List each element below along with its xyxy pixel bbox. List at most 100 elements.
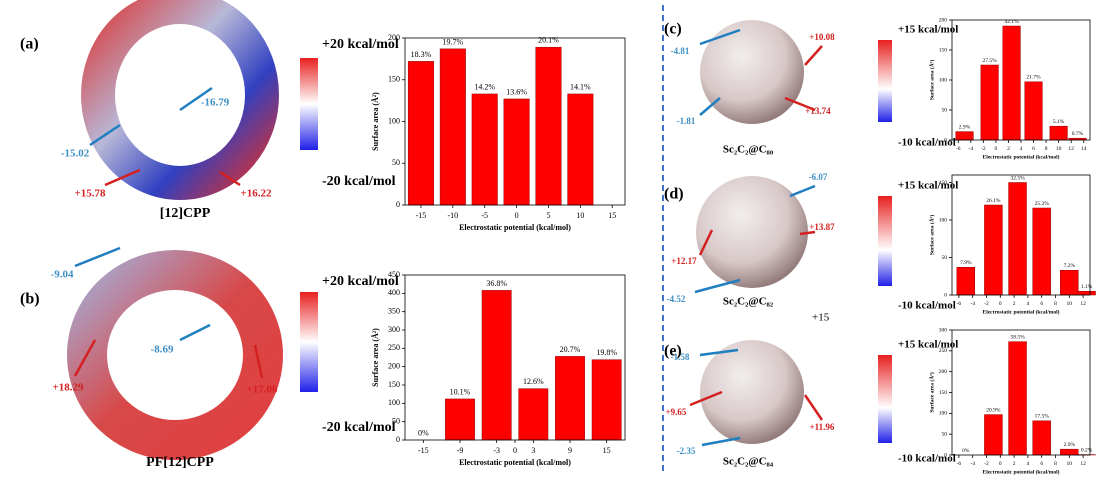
annotation: -4.81: [671, 46, 690, 56]
x-tick-label: -9: [457, 446, 464, 455]
y-tick-label: 50: [942, 431, 948, 437]
bar: [481, 290, 512, 441]
molecule-name: Sc₂C₂@C₈₀: [723, 144, 774, 156]
value-label: 19.8%: [596, 348, 617, 357]
y-tick-label: 400: [388, 288, 400, 297]
bar: [1024, 81, 1043, 141]
bar: [1049, 125, 1068, 141]
molecule-name: [12]CPP: [160, 206, 211, 221]
y-tick-label: 0: [944, 292, 947, 298]
annotation: -15.02: [61, 148, 90, 160]
bar: [1002, 25, 1021, 141]
y-axis-label: Surface area (Å²): [371, 328, 380, 387]
x-tick-label: 15: [603, 446, 611, 455]
x-tick-label: -15: [416, 211, 427, 220]
value-label: 10.1%: [450, 387, 471, 396]
x-tick-label: -2: [984, 461, 989, 467]
bar: [1060, 270, 1079, 296]
scale-max: +20 kcal/mol: [322, 37, 399, 52]
colorbar: [878, 40, 892, 122]
value-label: 5.1%: [1053, 119, 1065, 125]
x-tick-label: 8: [1054, 301, 1057, 307]
x-tick-label: 4: [1020, 146, 1023, 152]
y-tick-label: 150: [939, 180, 948, 186]
x-tick-label: 8: [1054, 461, 1057, 467]
scale-max: +15 kcal/mol: [898, 180, 958, 192]
molecule-name: Sc₂C₂@C₈₄: [723, 456, 774, 468]
annotation: +9.65: [666, 407, 687, 417]
x-tick-label: 0: [513, 446, 517, 455]
bar: [1008, 182, 1027, 296]
x-tick-label: 4: [1027, 301, 1030, 307]
y-axis-label: Surface area (Å²): [927, 372, 935, 413]
annotation: -6.07: [809, 172, 828, 182]
panel-label: (b): [20, 291, 40, 308]
panel-label: (e): [664, 343, 682, 360]
molecule-name: Sc₂C₂@C₈₂: [723, 296, 774, 308]
bar: [555, 356, 585, 441]
molecule: [67, 250, 283, 460]
scale-min: -10 kcal/mol: [898, 137, 956, 149]
panel-label: (c): [664, 21, 682, 38]
y-tick-label: 250: [388, 343, 400, 352]
bar: [503, 98, 530, 206]
y-axis-label: Surface area (Å²): [371, 92, 380, 151]
annotation: +12.17: [671, 256, 697, 266]
value-label: 14.1%: [570, 82, 591, 91]
plot-frame: [951, 19, 1091, 141]
y-tick-label: 50: [942, 107, 948, 113]
x-tick-label: -4: [969, 146, 974, 152]
value-label: 0%: [962, 448, 970, 454]
value-label: 2.9%: [959, 124, 971, 130]
y-tick-label: 300: [388, 325, 400, 334]
value-label: 20.7%: [560, 345, 581, 354]
annotation: -9.04: [51, 269, 74, 281]
y-tick-label: 0: [396, 435, 400, 444]
value-label: 58.5%: [1010, 335, 1025, 341]
x-tick-label: 6: [1040, 301, 1043, 307]
value-label: 17.5%: [1035, 414, 1050, 420]
x-tick-label: 2: [1013, 461, 1016, 467]
x-tick-label: -5: [481, 211, 488, 220]
annotation: +10.08: [809, 32, 835, 42]
annotation: +17.06: [246, 384, 278, 396]
scale-min: -10 kcal/mol: [898, 300, 956, 312]
y-tick-label: 150: [388, 380, 400, 389]
bar: [535, 46, 562, 206]
scale-max: +15 kcal/mol: [898, 339, 958, 351]
arrows: [73, 28, 824, 447]
x-tick-label: 0: [999, 301, 1002, 307]
bar: [980, 64, 999, 141]
x-tick-label: -6: [957, 301, 962, 307]
bar: [518, 388, 549, 441]
bar: [591, 359, 622, 441]
molecule: [81, 0, 279, 200]
value-label: 2.9%: [1064, 442, 1076, 448]
x-tick-label: 0: [515, 211, 519, 220]
x-tick-label: 3: [531, 446, 535, 455]
value-label: 26.1%: [986, 198, 1001, 204]
x-axis-label: Electrostatic potential (kcal/mol): [983, 153, 1060, 160]
x-tick-label: 8: [1045, 146, 1048, 152]
bar: [984, 414, 1003, 456]
value-label: 14.2%: [474, 82, 495, 91]
annotation: -1.81: [677, 116, 696, 126]
x-tick-label: 10: [1067, 461, 1073, 467]
x-tick-label: 6: [1040, 461, 1043, 467]
y-axis-label: Surface area (Å²): [927, 60, 935, 101]
y-tick-label: 0: [396, 200, 400, 209]
x-tick-label: -4: [970, 301, 975, 307]
panel-label: (d): [664, 186, 684, 203]
y-tick-label: 350: [388, 306, 400, 315]
y-tick-label: 100: [939, 217, 948, 223]
scale-min: -20 kcal/mol: [322, 174, 396, 189]
x-tick-label: -2: [981, 146, 986, 152]
value-label: 20.9%: [986, 407, 1001, 413]
annotation: -8.69: [151, 344, 174, 356]
colorbar: [300, 58, 318, 150]
x-tick-label: 12: [1080, 461, 1086, 467]
y-tick-label: 450: [388, 270, 400, 279]
bar: [439, 48, 466, 206]
x-tick-label: -6: [957, 461, 962, 467]
